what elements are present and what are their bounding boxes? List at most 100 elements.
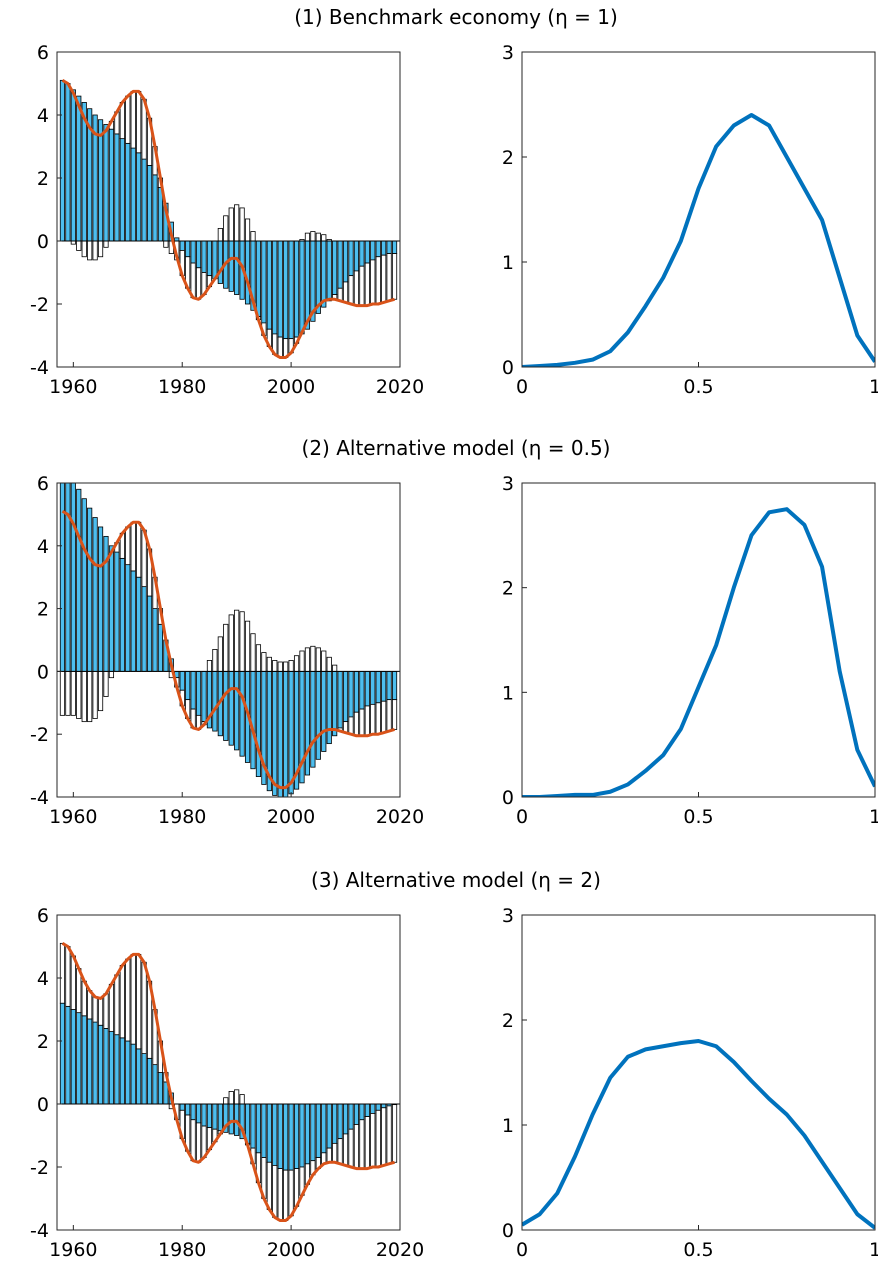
bar-segment (337, 1138, 343, 1165)
plot-area (57, 942, 400, 1223)
x-tick-label: 2000 (267, 1239, 315, 1261)
panel: 0 1 2 3 0 0.5 1 (502, 473, 878, 828)
bar-segment (332, 1103, 338, 1144)
bar-segment (250, 671, 256, 770)
y-tick-label: -4 (30, 357, 49, 379)
bar-segment (304, 232, 311, 242)
y-tick-label: 2 (37, 1031, 49, 1053)
bar-segment (293, 240, 300, 338)
bar-segment (266, 656, 272, 672)
bar-segment (332, 671, 338, 737)
bar-segment (195, 240, 202, 269)
bar-segment (342, 240, 349, 283)
y-tick-label: 0 (37, 231, 49, 253)
bar-segment (185, 671, 191, 701)
bar-segment (65, 946, 71, 1007)
bar-segment (125, 1040, 131, 1105)
y-tick-label: 0 (502, 787, 514, 809)
bar-segment (266, 1103, 272, 1163)
bar-segment (288, 671, 294, 795)
bar-segment (261, 652, 267, 672)
bar-segment (228, 671, 234, 746)
bar-segment (261, 240, 267, 324)
bar-segment (70, 1009, 76, 1105)
axes-box (56, 914, 401, 1231)
bar-segment (353, 671, 360, 713)
bar-segment (386, 253, 392, 302)
panel: (2) Alternative model (η = 0.5) -4 -2 0 2 4 6 1… (30, 436, 610, 828)
bar-segment (65, 483, 71, 672)
x-tick-label: 1960 (49, 806, 97, 828)
bar-segment (375, 702, 381, 735)
bar-segment (283, 240, 289, 340)
bar-segment (152, 608, 158, 672)
bar-segment (206, 660, 213, 672)
axes-box (521, 51, 876, 368)
bar-segment (87, 507, 93, 672)
bar-segment (70, 89, 76, 242)
x-tick-label: 0 (516, 806, 528, 828)
bar-segment (157, 623, 164, 672)
bar-segment (76, 1012, 82, 1105)
bar-segment (310, 645, 316, 672)
panel-title: (2) Alternative model (η = 0.5) (302, 436, 611, 460)
bar-segment (114, 1034, 120, 1105)
bar-segment (130, 147, 136, 242)
bar-segment (375, 1103, 381, 1111)
bar-segment (326, 671, 332, 745)
bar-segment (212, 1103, 218, 1130)
bar-segment (65, 83, 71, 242)
bar-segment (114, 974, 120, 1036)
bar-segment (141, 961, 147, 1054)
bar-segment (217, 1103, 223, 1132)
bar-segment (359, 671, 365, 710)
bar-segment (70, 955, 76, 1010)
bar-segment (337, 1103, 343, 1140)
bar-segment (76, 488, 82, 672)
bar-segment (70, 671, 76, 716)
bar-segment (315, 671, 321, 760)
bar-segment (391, 699, 398, 730)
y-tick-label: 3 (502, 42, 514, 64)
bar-segment (212, 671, 218, 732)
bar-segment (108, 671, 115, 679)
bar-segment (304, 671, 311, 776)
x-tick-label: 1960 (49, 376, 97, 398)
bar-segment (304, 1103, 311, 1165)
bar-segment (223, 623, 229, 672)
bar-segment (228, 240, 234, 292)
bar-segment (97, 1024, 104, 1105)
bar-segment (108, 545, 115, 672)
bar-segment (130, 90, 136, 149)
bar-segment (59, 79, 66, 242)
bar-segment (386, 240, 392, 255)
bar-segment (321, 671, 327, 752)
bar-segment (342, 671, 349, 723)
axes-box (521, 914, 876, 1231)
bar-segment (201, 1103, 207, 1127)
y-tick-label: 3 (502, 905, 514, 927)
bar-segment (364, 1103, 370, 1117)
bar-segment (277, 1168, 283, 1221)
bar-segment (136, 576, 142, 672)
bar-segment (304, 647, 311, 672)
bar-segment (391, 253, 398, 300)
bar-segment (310, 671, 316, 768)
bar-segment (386, 699, 392, 732)
bar-segment (381, 1103, 387, 1109)
bar-segment (70, 483, 76, 672)
bar-segment (272, 1103, 278, 1166)
y-tick-label: -4 (30, 787, 49, 809)
bar-segment (81, 1015, 87, 1105)
bar-segment (81, 240, 87, 258)
bar-segment (179, 1103, 185, 1111)
bar-segment (141, 586, 147, 672)
plot-area (522, 507, 875, 797)
panel: (3) Alternative model (η = 2) -4 -2 0 2 4 6 196… (30, 868, 601, 1261)
bar-segment (114, 551, 120, 672)
bar-segment (283, 661, 289, 672)
bar-segment (370, 240, 376, 261)
bar-segment (381, 254, 387, 303)
bar-segment (321, 1103, 327, 1154)
panel: 0 1 2 3 0 0.5 1 (502, 905, 878, 1261)
